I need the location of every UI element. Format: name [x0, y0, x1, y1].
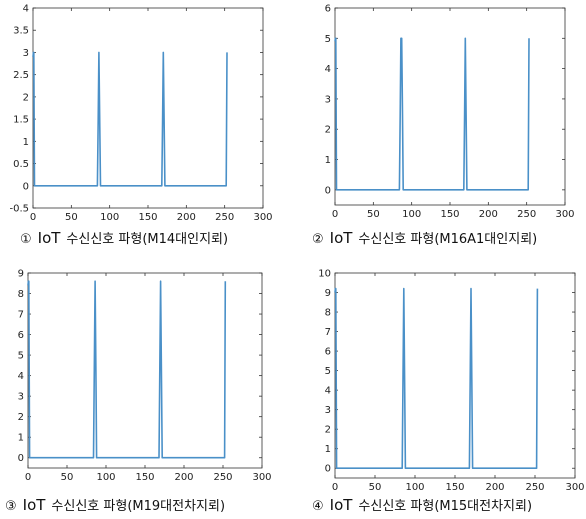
y-tick-label: 0: [325, 185, 331, 196]
caption-iot: IoT: [330, 229, 354, 247]
y-tick-label: 10: [318, 269, 331, 280]
chart-panel-1: 0 50 100 150 200 250 300-0.500.511.522.533.54①…: [9, 4, 272, 248]
x-tick-label: 150: [445, 482, 464, 493]
y-tick-label: 2.5: [13, 70, 29, 81]
y-tick-label: -0.5: [9, 204, 29, 215]
caption-text: 수신신호 파형(M15대전차지뢰): [358, 499, 532, 514]
x-tick-label: 200: [485, 482, 504, 493]
x-tick-label: 250: [213, 472, 232, 483]
y-tick-label: 5: [18, 351, 24, 362]
caption-iot: IoT: [38, 229, 62, 247]
y-tick-label: 8: [325, 308, 331, 319]
x-tick-label: 150: [135, 472, 154, 483]
x-tick-label: 300: [565, 482, 584, 493]
y-tick-label: 3: [23, 48, 29, 59]
chart-caption: ② IoT 수신신호 파형(M16A1대인지뢰): [312, 229, 537, 247]
y-tick-label: 5: [325, 34, 331, 45]
y-tick-label: 2: [325, 425, 331, 436]
y-tick-label: 4: [325, 64, 331, 75]
caption-iot: IoT: [330, 496, 354, 514]
series-line: [334, 37, 530, 191]
y-tick-label: 2: [23, 92, 29, 103]
x-tick-label: 300: [252, 472, 271, 483]
chart-caption: ④ IoT 수신신호 파형(M15대전차지뢰): [312, 496, 532, 514]
y-tick-label: 6: [18, 330, 24, 341]
chart-panel-3: 0 50 100 150 200 250 300 0 1 2 3 4 5 6 7 8 9 ③ IoT 수신신호 파형(…: [5, 269, 272, 515]
x-tick-label: 50: [61, 472, 74, 483]
y-tick-label: 3: [18, 392, 24, 403]
y-tick-label: 0: [325, 464, 331, 475]
y-tick-label: 1: [325, 155, 331, 166]
chart-caption: ③ IoT 수신신호 파형(M19대전차지뢰): [5, 496, 225, 514]
y-tick-label: 7: [18, 310, 24, 321]
chart-panel-2: 0 50 100 150 200 250 300 0 1 2 3 4 5 6 ② IoT 수신신호 파형(M16…: [312, 4, 575, 248]
y-tick-label: 9: [18, 269, 24, 280]
y-tick-label: 3.5: [13, 26, 29, 37]
y-tick-label: 0: [23, 181, 29, 192]
y-tick-label: 4: [325, 386, 331, 397]
axes-frame: [27, 272, 263, 469]
axes-frame: [334, 272, 576, 479]
y-tick-label: 3: [325, 94, 331, 105]
caption-number: ④: [312, 499, 324, 514]
caption-iot: IoT: [23, 496, 47, 514]
series-line: [32, 51, 228, 187]
x-tick-label: 250: [517, 209, 536, 220]
x-tick-label: 200: [177, 212, 196, 223]
y-tick-label: 1: [23, 137, 29, 148]
y-tick-label: 4: [23, 4, 29, 15]
x-tick-label: 50: [369, 482, 382, 493]
x-tick-label: 150: [138, 212, 157, 223]
x-tick-label: 300: [253, 212, 272, 223]
caption-number: ③: [5, 499, 17, 514]
y-tick-label: 9: [325, 288, 331, 299]
axes-frame: [32, 7, 264, 209]
x-tick-label: 100: [96, 472, 115, 483]
y-tick-label: 2: [18, 412, 24, 423]
x-tick-label: 100: [100, 212, 119, 223]
y-tick-label: 0.5: [13, 159, 29, 170]
x-tick-label: 200: [174, 472, 193, 483]
x-tick-label: 0: [332, 482, 338, 493]
y-tick-label: 3: [325, 405, 331, 416]
y-tick-label: 6: [325, 347, 331, 358]
caption-text: 수신신호 파형(M19대전차지뢰): [51, 499, 225, 514]
y-tick-label: 4: [18, 371, 24, 382]
chart-caption: ① IoT 수신신호 파형(M14대인지뢰): [20, 229, 228, 247]
x-tick-label: 0: [332, 209, 338, 220]
caption-number: ①: [20, 232, 32, 247]
chart-panel-4: 0 50 100 150 200 250 300 0 1 2 3 4 5 6 7 8 9 10 ④ IoT 수신신호 파…: [312, 269, 585, 515]
caption-text: 수신신호 파형(M14대인지뢰): [66, 232, 228, 247]
x-tick-label: 0: [25, 472, 31, 483]
x-tick-label: 100: [405, 482, 424, 493]
y-tick-label: 0: [18, 453, 24, 464]
x-tick-label: 50: [367, 209, 380, 220]
y-tick-label: 2: [325, 125, 331, 136]
y-tick-label: 1: [325, 444, 331, 455]
x-tick-label: 300: [555, 209, 574, 220]
x-tick-label: 100: [402, 209, 421, 220]
x-tick-label: 250: [525, 482, 544, 493]
x-tick-label: 200: [479, 209, 498, 220]
y-tick-label: 1.5: [13, 115, 29, 126]
y-tick-label: 8: [18, 289, 24, 300]
x-tick-label: 250: [215, 212, 234, 223]
caption-number: ②: [312, 232, 324, 247]
axes-frame: [334, 7, 566, 206]
y-tick-label: 6: [325, 4, 331, 15]
y-tick-label: 5: [325, 366, 331, 377]
caption-text: 수신신호 파형(M16A1대인지뢰): [358, 232, 537, 247]
x-tick-label: 0: [30, 212, 36, 223]
x-tick-label: 150: [440, 209, 459, 220]
y-tick-label: 1: [18, 433, 24, 444]
y-tick-label: 7: [325, 327, 331, 338]
series-line: [334, 287, 539, 470]
series-line: [27, 280, 227, 459]
x-tick-label: 50: [65, 212, 78, 223]
